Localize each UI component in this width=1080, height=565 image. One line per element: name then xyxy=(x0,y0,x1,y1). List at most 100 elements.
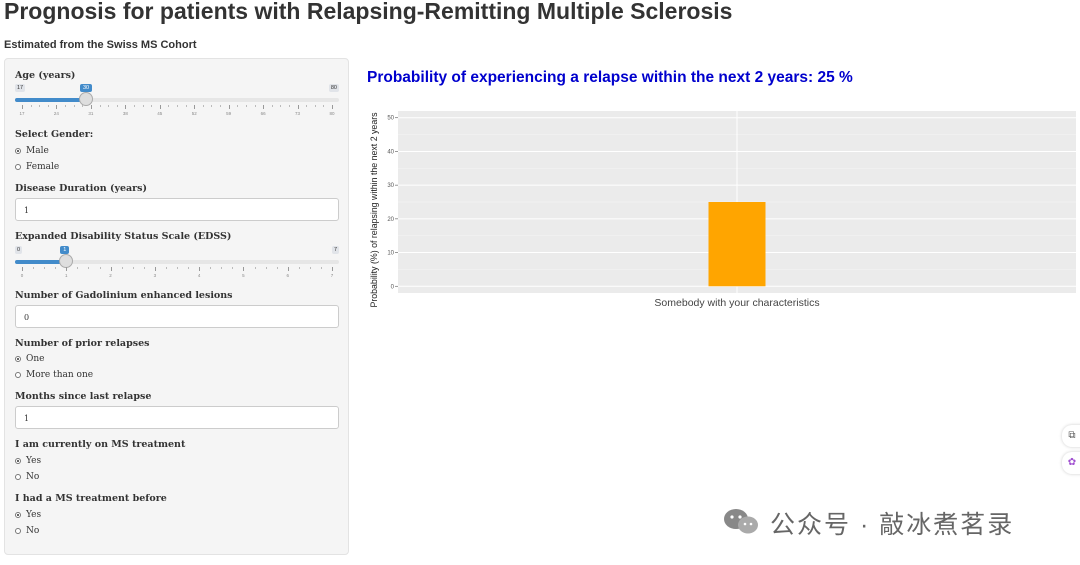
slider-minor-tick xyxy=(254,267,256,269)
slider-minor-tick xyxy=(254,105,256,107)
age-slider-fill xyxy=(15,98,86,102)
slider-minor-tick xyxy=(276,267,278,269)
y-tick-label: 50 xyxy=(387,116,394,122)
slider-minor-tick xyxy=(142,105,144,107)
slider-minor-tick xyxy=(298,267,300,269)
page-title: Prognosis for patients with Relapsing-Re… xyxy=(4,0,733,24)
y-tick-label: 0 xyxy=(391,284,395,290)
slider-tick xyxy=(22,105,23,109)
slider-tick-label: 5 xyxy=(242,273,245,278)
slider-minor-tick xyxy=(185,105,187,107)
slider-tick-label: 7 xyxy=(330,273,334,278)
slider-tick-label: 66 xyxy=(260,111,266,116)
prior-relapses-option-one[interactable]: One xyxy=(15,351,93,367)
edss-slider-track[interactable] xyxy=(15,260,339,264)
y-axis-title: Probability (%) of relapsing within the … xyxy=(369,112,379,308)
slider-minor-tick xyxy=(88,267,90,269)
slider-tick-label: 31 xyxy=(88,111,94,116)
radio-icon[interactable] xyxy=(15,458,21,464)
prior-treatment-radio-group: Yes No xyxy=(15,507,41,539)
slider-tick xyxy=(332,105,333,109)
slider-minor-tick xyxy=(265,267,267,269)
slider-tick xyxy=(110,267,112,271)
disease-duration-input[interactable]: 1 xyxy=(15,198,339,221)
slider-minor-tick xyxy=(237,105,239,107)
radio-icon[interactable] xyxy=(15,372,21,378)
slider-minor-tick xyxy=(44,267,46,269)
prior-treatment-option-no[interactable]: No xyxy=(15,523,41,539)
age-max-label: 80 xyxy=(328,84,339,92)
slider-minor-tick xyxy=(280,105,282,107)
edss-slider-handle[interactable] xyxy=(59,254,74,268)
gender-label: Select Gender: xyxy=(15,129,94,140)
relapse-probability-title: Probability of experiencing a relapse wi… xyxy=(367,69,853,86)
slider-minor-tick xyxy=(116,105,118,107)
slider-minor-tick xyxy=(33,267,35,269)
radio-icon[interactable] xyxy=(15,512,21,518)
slider-minor-tick xyxy=(245,105,247,107)
age-slider[interactable]: 17 80 30 17 24 31 38 45 52 59 66 73 80 xyxy=(15,84,339,128)
slider-minor-tick xyxy=(202,105,204,107)
slider-tick-label: 6 xyxy=(286,273,289,278)
on-treatment-option-no[interactable]: No xyxy=(15,469,41,485)
slider-tick xyxy=(243,267,245,271)
edss-slider[interactable]: 0 7 1 0 1 2 3 4 5 6 7 xyxy=(15,246,339,290)
slider-tick xyxy=(228,105,230,109)
watermark-text: 公众号 · 敲冰煮茗录 xyxy=(770,511,1015,539)
prior-relapses-option-more[interactable]: More than one xyxy=(15,367,93,383)
age-slider-track[interactable] xyxy=(15,98,339,102)
bar-somebody-with-your-characteristics xyxy=(708,202,766,287)
age-min-label: 17 xyxy=(15,84,26,92)
relapse-probability-chart: 0 10 20 30 40 50 Somebody with your character… xyxy=(369,111,1076,309)
slider-minor-tick xyxy=(309,267,311,269)
radio-icon[interactable] xyxy=(15,148,21,154)
page-subtitle: Estimated from the Swiss MS Cohort xyxy=(4,39,197,51)
radio-icon[interactable] xyxy=(15,356,21,362)
slider-tick-label: 17 xyxy=(19,111,25,116)
slider-tick-label: 3 xyxy=(153,273,157,278)
slider-tick-label: 59 xyxy=(226,111,232,116)
slider-tick-label: 24 xyxy=(53,111,59,116)
y-tick-label: 30 xyxy=(387,183,394,189)
y-tick-label: 20 xyxy=(387,217,394,223)
slider-minor-tick xyxy=(73,105,75,107)
prior-treatment-option-yes[interactable]: Yes xyxy=(15,507,41,523)
gender-option-female[interactable]: Female xyxy=(15,159,59,175)
slider-tick xyxy=(199,267,201,271)
slider-minor-tick xyxy=(108,105,110,107)
edss-slider-fill xyxy=(15,260,67,264)
slider-tick xyxy=(297,105,299,109)
slider-tick-label: 80 xyxy=(329,111,335,116)
radio-icon[interactable] xyxy=(15,528,21,534)
slider-tick-label: 1 xyxy=(65,273,68,278)
slider-minor-tick xyxy=(132,267,134,269)
slider-tick xyxy=(154,267,156,271)
slider-tick-label: 73 xyxy=(295,111,301,116)
months-since-label: Months since last relapse xyxy=(15,391,152,402)
slider-minor-tick xyxy=(314,105,316,107)
slider-tick xyxy=(263,105,265,109)
slider-minor-tick xyxy=(210,267,212,269)
prior-relapses-label: Number of prior relapses xyxy=(15,338,150,349)
edss-max-label: 7 xyxy=(331,246,339,254)
age-slider-handle[interactable] xyxy=(78,92,93,106)
on-treatment-option-yes[interactable]: Yes xyxy=(15,453,41,469)
radio-icon[interactable] xyxy=(15,474,21,480)
ai-assistant-icon[interactable]: ✿ xyxy=(1062,452,1080,474)
translate-icon[interactable]: ⧉ xyxy=(1062,425,1080,447)
gender-radio-group: Male Female xyxy=(15,143,59,175)
slider-minor-tick xyxy=(177,105,178,107)
gender-option-male[interactable]: Male xyxy=(15,143,59,159)
slider-minor-tick xyxy=(211,105,213,107)
radio-icon[interactable] xyxy=(15,164,21,170)
sidebar-panel: Age (years) 17 80 30 17 24 31 38 45 52 59 66 73 8… xyxy=(4,58,349,555)
slider-tick xyxy=(22,267,23,271)
y-tick-label: 10 xyxy=(387,251,394,257)
slider-tick xyxy=(332,267,333,271)
wechat-icon xyxy=(724,509,758,534)
gad-lesions-input[interactable]: 0 xyxy=(15,305,339,328)
months-since-input[interactable]: 1 xyxy=(15,406,339,429)
slider-tick xyxy=(66,267,68,271)
slider-tick xyxy=(90,105,92,109)
slider-minor-tick xyxy=(77,267,79,269)
